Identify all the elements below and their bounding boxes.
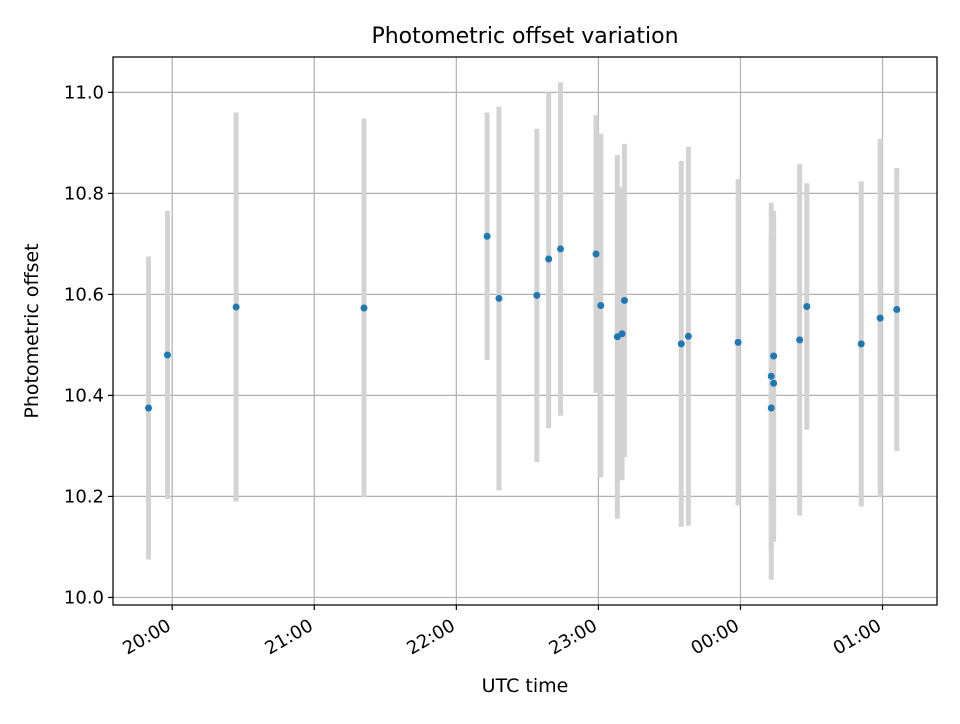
data-point [876,314,884,322]
data-point [770,352,778,360]
data-point [803,303,811,311]
data-point [893,306,901,314]
data-point [545,255,553,263]
data-point [770,379,778,387]
error-bars [146,82,900,580]
x-tick-label: 00:00 [688,615,743,659]
data-point [857,340,865,348]
y-axis-label: Photometric offset [21,243,43,418]
data-point [734,338,742,346]
x-axis-ticks: 20:00 21:00 22:00 23:00 00:00 01:00 [119,605,885,659]
chart-title: Photometric offset variation [371,24,678,49]
data-point [592,250,600,258]
x-tick-label: 21:00 [261,615,316,659]
data-point [533,291,541,299]
x-axis-label: UTC time [482,675,569,697]
y-axis-ticks: 10.0 10.2 10.4 10.6 10.8 11.0 [64,82,113,608]
x-tick-label: 23:00 [545,615,600,659]
y-tick-label: 10.0 [64,587,104,608]
x-tick-label: 01:00 [830,615,885,659]
data-point [163,351,171,359]
data-point [618,330,626,338]
data-point [360,304,368,312]
data-point [597,301,605,309]
x-tick-label: 22:00 [403,615,458,659]
data-point [684,332,692,340]
data-point [677,340,685,348]
data-points [145,232,901,412]
data-point [620,296,628,304]
y-tick-label: 10.4 [64,385,104,406]
plot-frame [112,56,938,606]
data-point [557,245,565,253]
data-point [767,404,775,412]
x-tick-label: 20:00 [119,615,174,659]
data-point [483,232,491,240]
data-point [796,336,804,344]
data-point [495,294,503,302]
y-tick-label: 10.8 [64,183,104,204]
data-point [145,404,153,412]
data-point [767,372,775,380]
y-tick-label: 10.6 [64,284,104,305]
y-tick-label: 11.0 [64,82,104,103]
data-point [232,303,240,311]
y-tick-label: 10.2 [64,486,104,507]
